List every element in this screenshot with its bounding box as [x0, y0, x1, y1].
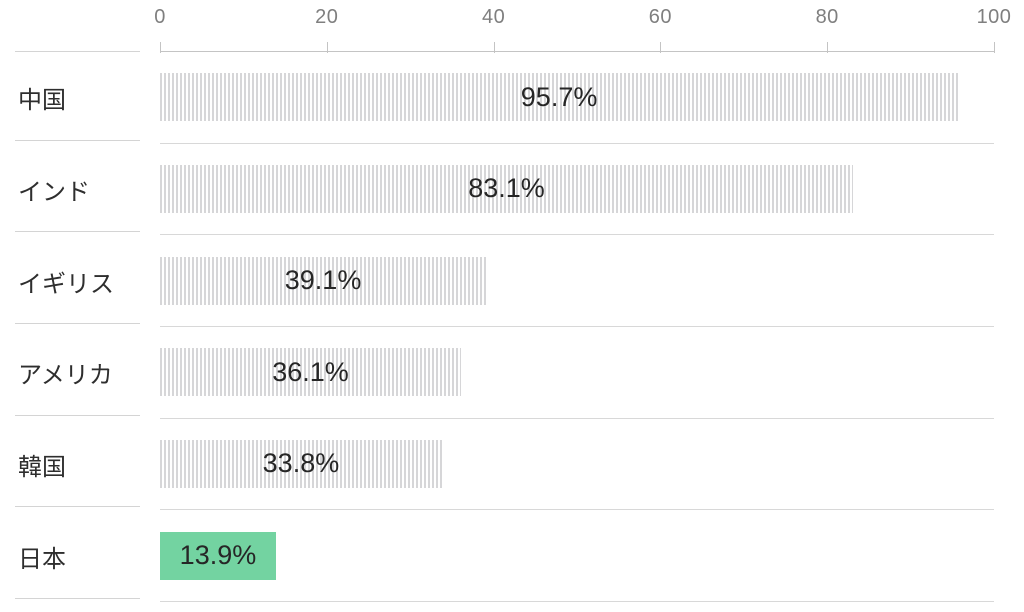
- x-tick-label: 100: [976, 6, 1012, 28]
- category-label: イギリス: [18, 270, 114, 298]
- label-column-header: [0, 0, 160, 52]
- x-tick-mark: [493, 42, 495, 53]
- category-cell: イギリス: [0, 235, 160, 327]
- x-tick-mark: [994, 42, 995, 53]
- value-label: 33.8%: [262, 448, 340, 479]
- value-label: 83.1%: [468, 173, 545, 204]
- bar-track: 95.7%: [160, 52, 994, 144]
- bar-track: 83.1%: [160, 144, 994, 236]
- category-cell: インド: [0, 144, 160, 236]
- bar-track: 13.9%: [160, 510, 994, 602]
- x-tick-mark: [660, 42, 662, 53]
- bar-highlighted: 13.9%: [160, 531, 276, 580]
- bar-row-usa: アメリカ 36.1%: [0, 327, 1024, 419]
- bar-row-japan: 日本 13.9%: [0, 510, 1024, 602]
- bar: 33.8%: [160, 439, 442, 488]
- category-label: インド: [18, 178, 90, 206]
- bar: 95.7%: [160, 73, 959, 122]
- bar-row-korea: 韓国 33.8%: [0, 419, 1024, 511]
- bar-row-china: 中国 95.7%: [0, 52, 1024, 144]
- bar-row-uk: イギリス 39.1%: [0, 235, 1024, 327]
- bar-row-india: インド 83.1%: [0, 144, 1024, 236]
- x-tick-mark: [160, 42, 161, 53]
- x-tick-label: 20: [315, 6, 339, 28]
- bar-track: 36.1%: [160, 327, 994, 419]
- category-cell: 中国: [0, 52, 160, 144]
- category-label: アメリカ: [18, 362, 113, 390]
- bar-track: 39.1%: [160, 235, 994, 327]
- value-label: 36.1%: [272, 356, 349, 387]
- category-label: 日本: [18, 545, 66, 573]
- category-cell: 韓国: [0, 419, 160, 511]
- x-tick-label: 60: [648, 6, 673, 28]
- category-cell: 日本: [0, 510, 160, 602]
- bar: 39.1%: [160, 256, 487, 305]
- bar-track: 33.8%: [160, 419, 994, 511]
- x-tick-label: 0: [154, 6, 166, 28]
- bar: 36.1%: [160, 348, 462, 397]
- value-label: 39.1%: [284, 265, 362, 296]
- value-label: 13.9%: [179, 540, 257, 571]
- x-axis-scale: 0 20 40 60 80 100: [154, 0, 1011, 53]
- category-cell: アメリカ: [0, 327, 160, 419]
- x-tick-mark: [827, 42, 829, 53]
- category-label: 中国: [18, 87, 66, 115]
- value-label: 95.7%: [520, 81, 598, 112]
- category-label: 韓国: [18, 453, 66, 481]
- bar: 83.1%: [160, 164, 854, 213]
- x-tick-mark: [326, 42, 328, 53]
- x-tick-label: 80: [815, 6, 839, 28]
- x-axis: 0 20 40 60 80 100: [0, 0, 1024, 53]
- x-tick-label: 40: [481, 6, 506, 28]
